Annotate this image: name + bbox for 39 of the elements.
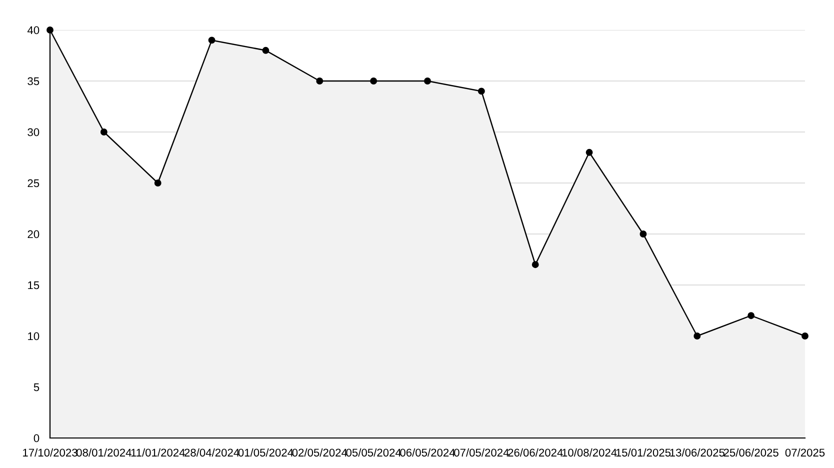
point xyxy=(694,332,701,340)
x-tick-label: 26/06/2024 xyxy=(508,448,563,457)
x-tick-label: 02/05/2024 xyxy=(292,448,348,457)
x-tick-label: 25/06/2025 xyxy=(724,448,778,457)
x-tick-label: 07/05/2024 xyxy=(454,448,509,457)
x-tick-label: 07/2025 xyxy=(785,448,825,457)
point xyxy=(316,78,324,84)
y-tick-label: 5 xyxy=(34,383,40,392)
point xyxy=(532,261,539,268)
x-tick-label: 08/01/2024 xyxy=(76,448,132,457)
point xyxy=(262,46,270,54)
y-tick-label: 15 xyxy=(28,281,40,290)
x-tick-label: 06/05/2024 xyxy=(400,448,455,457)
y-tick-label: 40 xyxy=(27,26,40,34)
x-tick-label: 10/08/2024 xyxy=(562,448,617,457)
point xyxy=(424,78,431,84)
point xyxy=(154,180,162,186)
point xyxy=(748,312,755,320)
y-tick-label: 0 xyxy=(34,434,40,442)
x-tick-label: 28/04/2024 xyxy=(184,448,240,457)
y-tick-label: 30 xyxy=(28,128,40,136)
point xyxy=(478,88,485,95)
x-tick-label: 13/06/2025 xyxy=(670,448,724,457)
x-tick-label: 11/01/2024 xyxy=(131,448,185,457)
point xyxy=(802,332,808,340)
y-tick-label: 10 xyxy=(28,332,40,340)
x-tick-label: 17/10/2023 xyxy=(23,448,78,457)
y-tick-label: 35 xyxy=(28,77,40,86)
x-tick-label: 05/05/2024 xyxy=(346,448,402,457)
y-tick-label: 20 xyxy=(28,230,40,238)
point xyxy=(208,36,216,44)
point xyxy=(100,128,108,136)
point xyxy=(370,78,378,84)
x-tick-label: 15/01/2025 xyxy=(616,448,671,457)
point xyxy=(46,26,54,34)
y-tick-label: 25 xyxy=(28,179,40,188)
point xyxy=(640,230,647,238)
x-tick-label: 01/05/2024 xyxy=(238,448,294,457)
point xyxy=(586,148,593,156)
